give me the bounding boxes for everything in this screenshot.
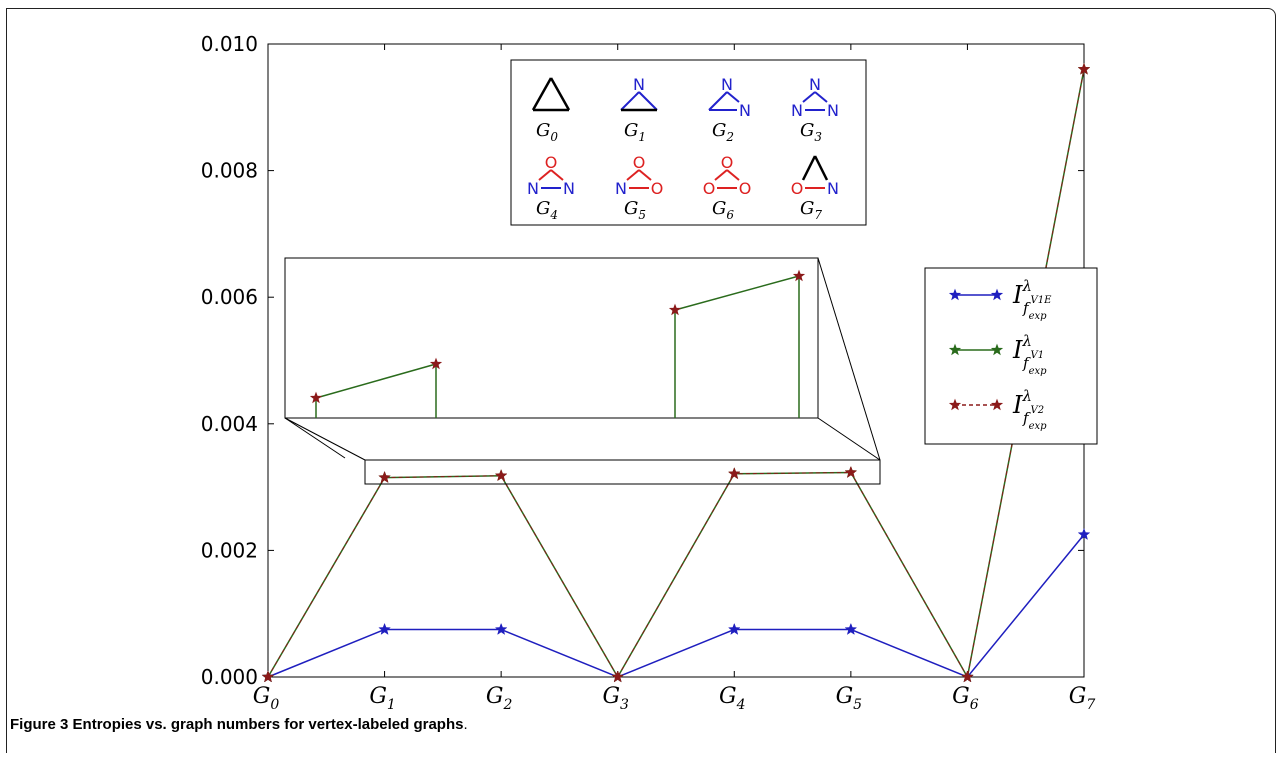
y-tick-label: 0.002 bbox=[201, 538, 258, 562]
atom-label: N bbox=[615, 179, 627, 198]
legend-marker bbox=[948, 398, 962, 411]
series-3-marker bbox=[378, 470, 391, 484]
atom-label: O bbox=[633, 153, 646, 172]
inset-marker bbox=[668, 303, 682, 316]
series-3-marker bbox=[1077, 62, 1091, 75]
atom-label: O bbox=[721, 153, 734, 172]
y-tick-label: 0.006 bbox=[201, 285, 258, 309]
x-tick-label: G2 bbox=[486, 684, 513, 713]
series-line-3 bbox=[267, 69, 1085, 679]
graph-edge bbox=[620, 91, 640, 111]
zoom-connector bbox=[284, 417, 346, 459]
atom-label: O bbox=[651, 179, 664, 198]
series-1-marker bbox=[844, 622, 858, 635]
figure-caption: Figure 3 Entropies vs. graph numbers for… bbox=[10, 716, 468, 733]
figure-label: Figure 3 bbox=[10, 716, 69, 733]
graph-edge bbox=[714, 169, 728, 181]
inset-marker bbox=[429, 357, 443, 370]
graph-edge bbox=[726, 91, 740, 103]
graph-edge bbox=[549, 77, 571, 111]
series-3-marker bbox=[727, 467, 741, 480]
y-tick-label: 0.010 bbox=[201, 32, 258, 56]
inset-marker bbox=[309, 391, 323, 404]
atom-label: N bbox=[827, 179, 839, 198]
series-3-marker bbox=[261, 670, 275, 683]
atom-label: N bbox=[527, 179, 539, 198]
graph-edge bbox=[538, 169, 552, 181]
zoom-connector bbox=[817, 417, 881, 461]
series-3-marker bbox=[611, 670, 625, 683]
series-1-marker bbox=[727, 622, 741, 635]
series-3-marker bbox=[961, 670, 974, 683]
atom-label: N bbox=[633, 75, 645, 94]
graph-edge bbox=[531, 77, 553, 111]
graph-edge bbox=[801, 155, 817, 181]
x-tick-label: G7 bbox=[1069, 684, 1096, 713]
atom-label: N bbox=[827, 101, 839, 120]
inset-marker bbox=[792, 269, 806, 282]
y-tick-label: 0.000 bbox=[201, 665, 258, 689]
inset-segment bbox=[674, 275, 800, 311]
graph-edge bbox=[638, 91, 658, 111]
graph-edge bbox=[626, 169, 640, 181]
figure-title: Entropies vs. graph numbers for vertex-l… bbox=[72, 716, 464, 733]
graph-edge bbox=[802, 91, 816, 103]
graph-edge bbox=[813, 155, 829, 181]
series-line-1 bbox=[267, 534, 1085, 678]
x-tick-label: G4 bbox=[719, 684, 746, 713]
caption-period: . bbox=[463, 716, 468, 733]
x-tick-label: G0 bbox=[253, 684, 280, 713]
atom-label: O bbox=[791, 179, 804, 198]
atom-label: O bbox=[739, 179, 752, 198]
series-1-marker bbox=[494, 622, 508, 635]
y-tick-label: 0.004 bbox=[201, 412, 258, 436]
series-1-marker bbox=[1077, 527, 1091, 541]
series-3-marker bbox=[494, 468, 508, 482]
graph-edge bbox=[726, 169, 740, 181]
atom-label: N bbox=[739, 101, 751, 120]
series-1-marker bbox=[378, 622, 391, 635]
legend-marker bbox=[948, 343, 962, 356]
legend-marker bbox=[990, 343, 1004, 356]
graph-edge bbox=[550, 169, 564, 181]
atom-label: N bbox=[563, 179, 575, 198]
atom-label: O bbox=[703, 179, 716, 198]
inset-segment bbox=[315, 363, 437, 399]
figure-frame bbox=[6, 8, 1276, 753]
x-tick-label: G1 bbox=[369, 684, 396, 713]
zoom-connector bbox=[284, 417, 366, 461]
inset-axes bbox=[284, 257, 819, 419]
atom-label: N bbox=[721, 75, 733, 94]
x-tick-label: G3 bbox=[602, 684, 629, 713]
legend-marker bbox=[948, 288, 962, 301]
legend-marker bbox=[990, 288, 1004, 301]
zoom-box bbox=[364, 459, 881, 485]
x-tick-label: G5 bbox=[836, 684, 863, 713]
graph-edge bbox=[814, 91, 828, 103]
series-3-marker bbox=[844, 465, 858, 478]
graph-key-box bbox=[510, 59, 867, 226]
atom-label: O bbox=[545, 153, 558, 172]
atom-label: N bbox=[809, 75, 821, 94]
y-tick-label: 0.008 bbox=[201, 159, 258, 183]
atom-label: N bbox=[791, 101, 803, 120]
graph-edge bbox=[638, 169, 652, 181]
x-tick-label: G6 bbox=[952, 684, 979, 713]
graph-edge bbox=[708, 91, 728, 111]
legend-marker bbox=[990, 398, 1004, 411]
zoom-connector bbox=[817, 257, 881, 461]
